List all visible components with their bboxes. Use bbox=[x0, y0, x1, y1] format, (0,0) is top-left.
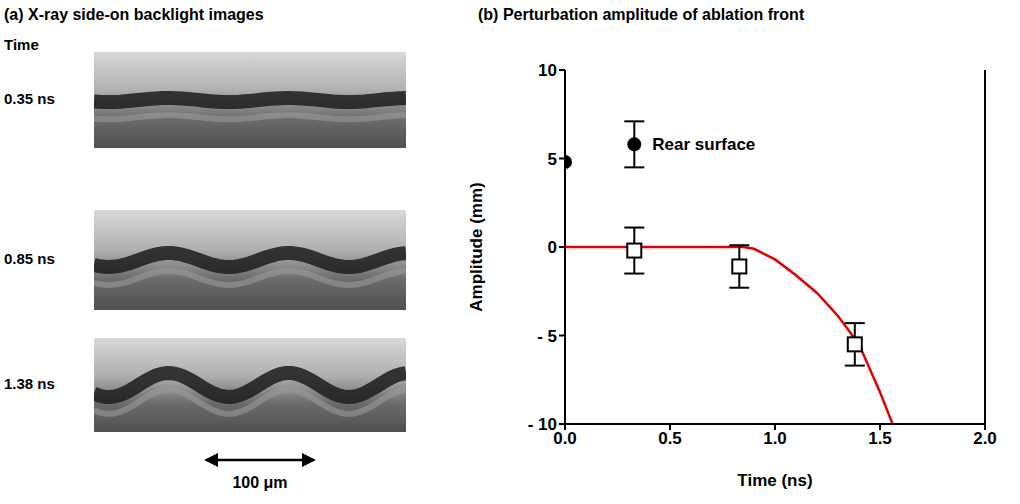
html-text:(b) Perturbation amplitude of: (b) Perturbation amplitude of ablation f… bbox=[478, 6, 805, 23]
svg-text:Amplitude (mm): Amplitude (mm) bbox=[467, 182, 486, 311]
html-text:0.35 ns: 0.35 ns bbox=[4, 90, 55, 107]
svg-text:0: 0 bbox=[548, 238, 557, 257]
svg-text:2.0: 2.0 bbox=[973, 429, 997, 448]
svg-text:0.5: 0.5 bbox=[658, 429, 682, 448]
svg-text:- 10: - 10 bbox=[528, 415, 557, 434]
svg-text:- 5: - 5 bbox=[537, 327, 557, 346]
html-text:0.85 ns: 0.85 ns bbox=[4, 250, 55, 267]
svg-text:Rear surface: Rear surface bbox=[652, 135, 755, 154]
svg-text:Time (ns): Time (ns) bbox=[737, 471, 812, 490]
svg-text:0.0: 0.0 bbox=[553, 429, 577, 449]
svg-text:1.5: 1.5 bbox=[868, 429, 892, 448]
html-text:(a) X-ray side-on backlight im: (a) X-ray side-on backlight images bbox=[4, 6, 264, 23]
html-text:1.38 ns: 1.38 ns bbox=[4, 375, 55, 392]
svg-text:5: 5 bbox=[548, 150, 557, 169]
svg-text:10: 10 bbox=[538, 61, 557, 80]
svg-text:1.0: 1.0 bbox=[763, 429, 787, 448]
html-text:Time: Time bbox=[4, 36, 39, 53]
html-text:100 μm: 100 μm bbox=[232, 474, 288, 491]
